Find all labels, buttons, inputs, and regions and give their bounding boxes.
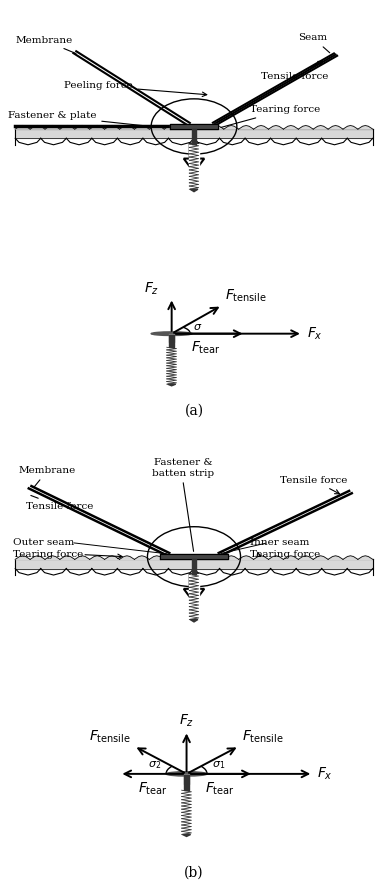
Polygon shape [75,126,90,129]
Text: (b): (b) [184,865,204,879]
Polygon shape [75,556,90,560]
Text: Tensile force: Tensile force [280,476,347,494]
Polygon shape [90,126,105,129]
Polygon shape [209,556,224,560]
Text: Tearing force: Tearing force [13,550,83,559]
Text: $\sigma_2$: $\sigma_2$ [148,759,161,771]
Text: $F_{\rm tensile}$: $F_{\rm tensile}$ [242,729,284,745]
Polygon shape [328,556,343,560]
Polygon shape [134,126,149,129]
Polygon shape [164,556,179,560]
Text: Inner seam: Inner seam [250,538,309,547]
Text: $F_{\rm tear}$: $F_{\rm tear}$ [138,781,168,797]
Polygon shape [298,556,313,560]
Polygon shape [164,126,179,129]
Polygon shape [254,556,268,560]
Polygon shape [15,556,30,560]
Text: $F_x$: $F_x$ [317,765,333,782]
Polygon shape [179,556,194,560]
Polygon shape [268,556,283,560]
Ellipse shape [151,331,192,336]
Polygon shape [358,556,373,560]
Polygon shape [283,556,298,560]
Polygon shape [182,835,191,837]
Polygon shape [120,556,134,560]
Polygon shape [194,126,209,129]
Text: (a): (a) [184,404,204,418]
Text: Membrane: Membrane [15,36,76,53]
Polygon shape [343,126,358,129]
Polygon shape [45,556,60,560]
Text: Tearing force: Tearing force [250,550,320,559]
Polygon shape [105,126,120,129]
Ellipse shape [166,772,207,776]
Text: Tensile force: Tensile force [261,61,328,81]
Polygon shape [120,126,134,129]
Polygon shape [268,126,283,129]
Polygon shape [313,126,328,129]
Polygon shape [149,126,164,129]
Text: Outer seam: Outer seam [13,538,74,547]
Polygon shape [239,126,254,129]
Polygon shape [45,126,60,129]
Polygon shape [358,126,373,129]
Text: Membrane: Membrane [19,466,76,487]
Polygon shape [149,556,164,560]
Polygon shape [254,126,268,129]
Text: $F_{\rm tensile}$: $F_{\rm tensile}$ [225,288,267,305]
Text: $F_z$: $F_z$ [144,281,159,297]
Polygon shape [194,556,209,560]
Polygon shape [90,556,105,560]
Polygon shape [190,189,198,192]
Text: $F_{\rm tensile}$: $F_{\rm tensile}$ [89,729,131,745]
Polygon shape [168,384,176,386]
Polygon shape [239,556,254,560]
Text: Tensile force: Tensile force [26,495,94,511]
Polygon shape [60,556,75,560]
Text: $\sigma$: $\sigma$ [193,323,203,332]
Polygon shape [30,126,45,129]
Polygon shape [283,126,298,129]
Polygon shape [184,143,204,173]
Polygon shape [224,126,239,129]
Polygon shape [209,126,224,129]
Text: Fastener & plate: Fastener & plate [8,111,148,127]
Polygon shape [179,126,194,129]
Text: $F_x$: $F_x$ [307,325,323,342]
Polygon shape [298,126,313,129]
Text: Tearing force: Tearing force [221,105,320,127]
Polygon shape [30,556,45,560]
Text: Seam: Seam [298,33,330,53]
Polygon shape [313,556,328,560]
Polygon shape [15,126,30,129]
Text: $F_z$: $F_z$ [179,712,194,729]
Polygon shape [105,556,120,560]
Text: Fastener &
batten strip: Fastener & batten strip [152,458,214,478]
Polygon shape [60,126,75,129]
Text: $\sigma_1$: $\sigma_1$ [212,759,225,771]
Polygon shape [224,556,239,560]
Polygon shape [190,619,198,622]
Text: Peeling force: Peeling force [64,81,207,96]
Polygon shape [343,556,358,560]
Polygon shape [328,126,343,129]
Polygon shape [134,556,149,560]
Text: $F_{\rm tear}$: $F_{\rm tear}$ [205,781,235,797]
Text: $F_{\rm tear}$: $F_{\rm tear}$ [191,339,221,356]
Polygon shape [184,574,204,602]
